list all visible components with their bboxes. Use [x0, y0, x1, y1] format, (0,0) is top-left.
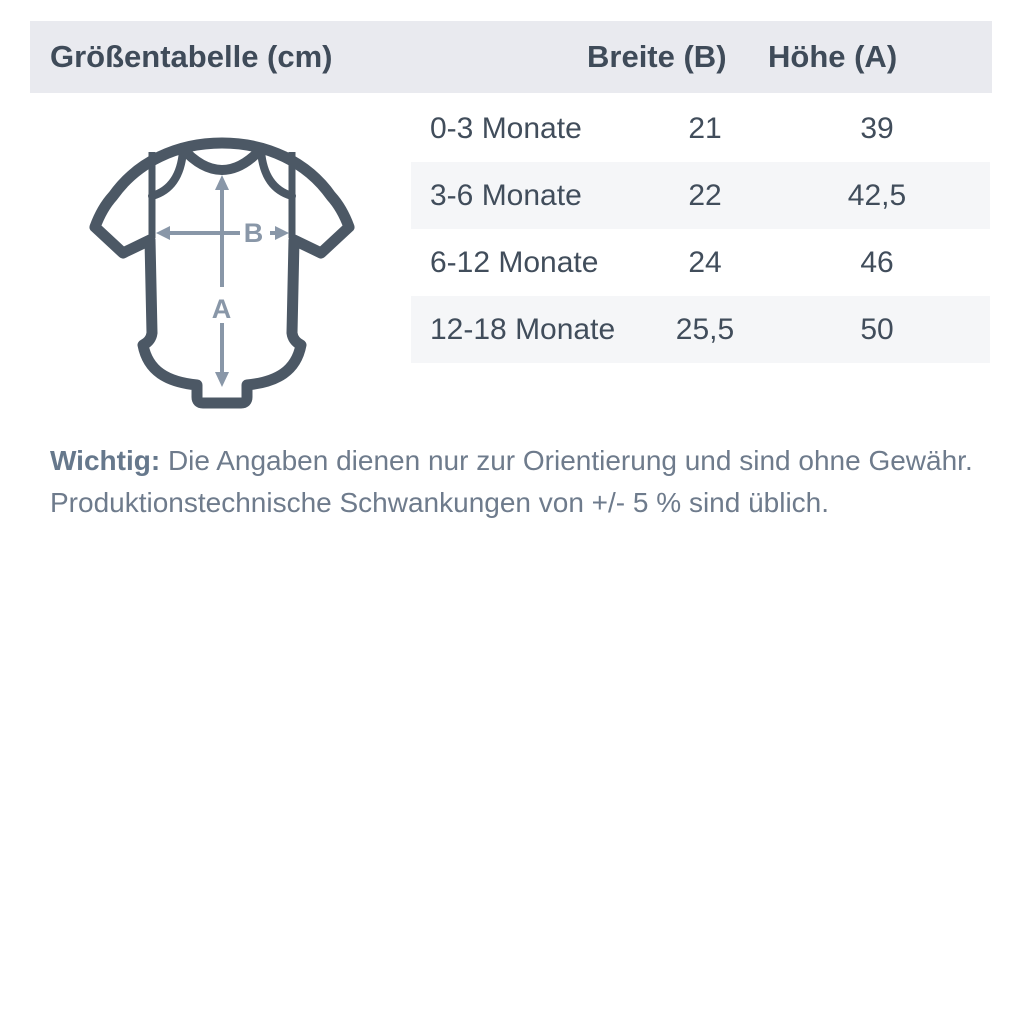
cell-size-label: 6-12 Monate	[430, 246, 599, 279]
cell-breite-value: 22	[688, 179, 722, 212]
note-text-1: Die Angaben dienen nur zur Orientierung …	[167, 445, 973, 476]
cell-size-label: 0-3 Monate	[430, 112, 582, 145]
column-header-hoehe: Höhe (A)	[768, 39, 898, 74]
height-arrow-label: A	[212, 294, 233, 324]
cell-hoehe-value: 46	[860, 246, 894, 279]
cell-breite-value: 24	[688, 246, 722, 279]
width-arrow-label: B	[244, 218, 265, 248]
size-chart-header: Größentabelle (cm) Breite (B) Höhe (A)	[30, 21, 992, 93]
size-table: 0-3 Monate 21 39 3-6 Monate 22 42,5 6-12…	[411, 95, 990, 363]
width-arrow	[156, 226, 289, 240]
page-title: Größentabelle (cm)	[50, 39, 333, 74]
height-arrow	[215, 175, 229, 387]
note-label: Wichtig:	[50, 445, 161, 476]
table-row: 0-3 Monate 21 39	[411, 95, 990, 162]
envelope-flap-right-icon	[257, 147, 296, 200]
note-line-1: Wichtig: Die Angaben dienen nur zur Orie…	[50, 440, 980, 482]
cell-breite-value: 21	[688, 112, 722, 145]
cell-hoehe-value: 39	[860, 112, 894, 145]
column-header-breite: Breite (B)	[587, 39, 727, 74]
cell-size-label: 12-18 Monate	[430, 313, 616, 346]
table-row: 3-6 Monate 22 42,5	[411, 162, 990, 229]
table-row: 12-18 Monate 25,5 50	[411, 296, 990, 363]
important-note: Wichtig: Die Angaben dienen nur zur Orie…	[50, 440, 980, 524]
bodysuit-diagram: A B	[82, 134, 362, 414]
envelope-flap-left-icon	[148, 147, 187, 200]
cell-hoehe-value: 50	[860, 313, 894, 346]
note-line-2: Produktionstechnische Schwankungen von +…	[50, 482, 980, 524]
note-text-2: Produktionstechnische Schwankungen von +…	[50, 487, 830, 518]
cell-breite-value: 25,5	[675, 313, 735, 346]
bodysuit-illustration: A B	[89, 137, 355, 409]
cell-hoehe-value: 42,5	[847, 179, 907, 212]
neckline-arc	[177, 143, 267, 175]
cell-size-label: 3-6 Monate	[430, 179, 582, 212]
table-row: 6-12 Monate 24 46	[411, 229, 990, 296]
